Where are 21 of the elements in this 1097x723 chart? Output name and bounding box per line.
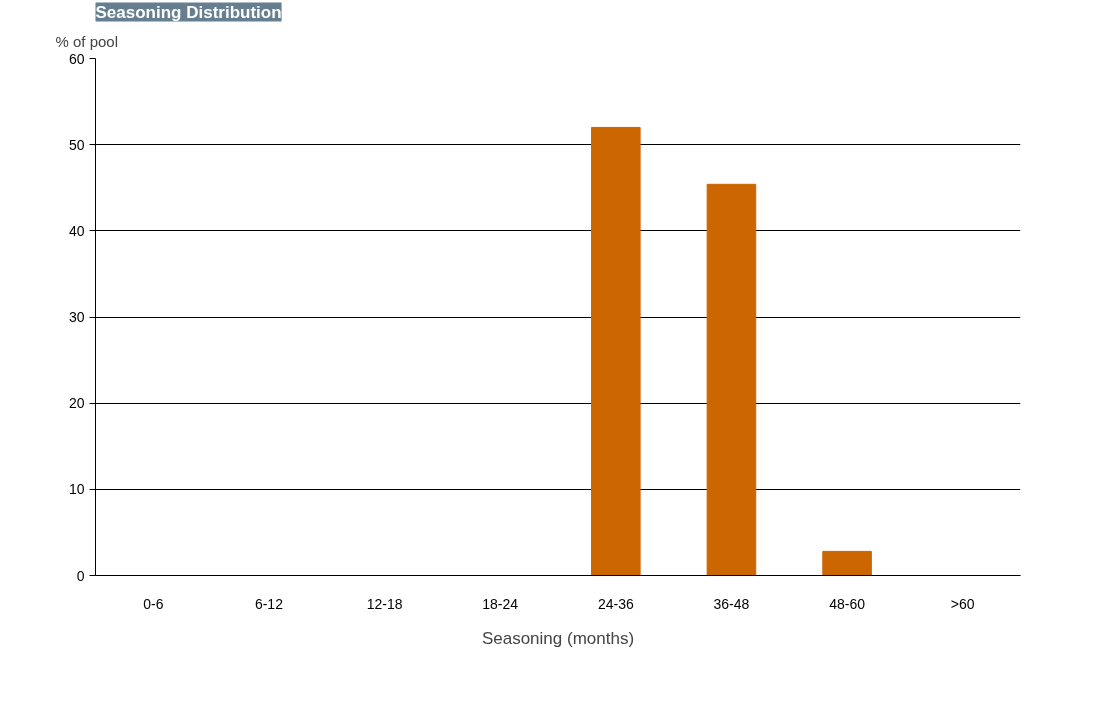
x-tick-label: 48-60 [829,595,866,612]
x-axis-title: Seasoning (months) [481,628,635,648]
x-tick-label: 0-6 [143,595,164,612]
bar [591,126,641,576]
y-tick-label: 30 [68,309,85,325]
y-tick-label: 20 [68,395,85,412]
x-tick-label: 24-36 [597,595,634,612]
chart-title: Seasoning Distribution [95,2,282,22]
y-tick-label: 50 [68,136,85,153]
x-tick-label: 36-48 [713,595,750,612]
x-tick-label: 12-18 [366,595,403,612]
bar [706,183,757,576]
y-tick-label: 10 [68,481,85,498]
y-tick-label: 60 [68,50,85,67]
y-tick-label: 40 [68,222,85,239]
bar [822,550,872,576]
x-tick-label: 18-24 [482,595,519,612]
x-tick-label: >60 [950,595,975,612]
x-tick-label: 6-12 [254,595,284,612]
y-tick-label: 0 [76,567,85,584]
y-axis-title: % of pool [55,32,119,50]
